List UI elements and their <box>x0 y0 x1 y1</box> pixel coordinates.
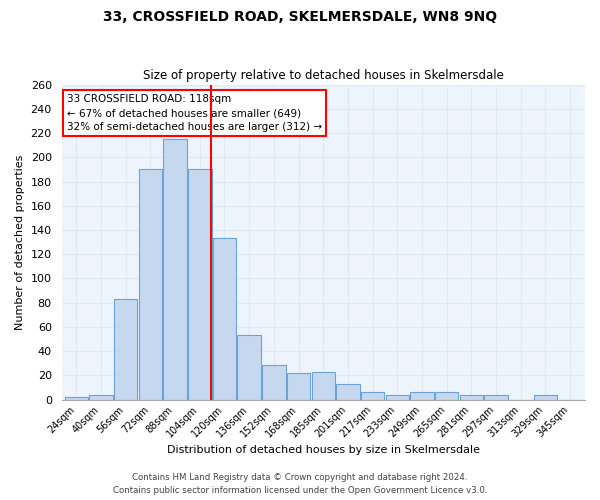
Bar <box>114 299 137 400</box>
Bar <box>386 395 409 400</box>
Bar <box>287 373 310 400</box>
Bar <box>89 395 113 400</box>
Title: Size of property relative to detached houses in Skelmersdale: Size of property relative to detached ho… <box>143 69 504 82</box>
Bar <box>262 364 286 400</box>
Bar <box>410 392 434 400</box>
Bar <box>336 384 359 400</box>
Bar <box>534 395 557 400</box>
Bar <box>213 238 236 400</box>
Bar <box>139 170 162 400</box>
Text: 33 CROSSFIELD ROAD: 118sqm
← 67% of detached houses are smaller (649)
32% of sem: 33 CROSSFIELD ROAD: 118sqm ← 67% of deta… <box>67 94 322 132</box>
Bar <box>163 139 187 400</box>
Bar <box>238 336 261 400</box>
Bar <box>361 392 385 400</box>
Bar <box>484 395 508 400</box>
X-axis label: Distribution of detached houses by size in Skelmersdale: Distribution of detached houses by size … <box>167 445 480 455</box>
Bar <box>460 395 483 400</box>
Bar <box>435 392 458 400</box>
Bar <box>188 170 212 400</box>
Bar <box>65 397 88 400</box>
Text: Contains HM Land Registry data © Crown copyright and database right 2024.
Contai: Contains HM Land Registry data © Crown c… <box>113 474 487 495</box>
Y-axis label: Number of detached properties: Number of detached properties <box>15 154 25 330</box>
Text: 33, CROSSFIELD ROAD, SKELMERSDALE, WN8 9NQ: 33, CROSSFIELD ROAD, SKELMERSDALE, WN8 9… <box>103 10 497 24</box>
Bar <box>311 372 335 400</box>
